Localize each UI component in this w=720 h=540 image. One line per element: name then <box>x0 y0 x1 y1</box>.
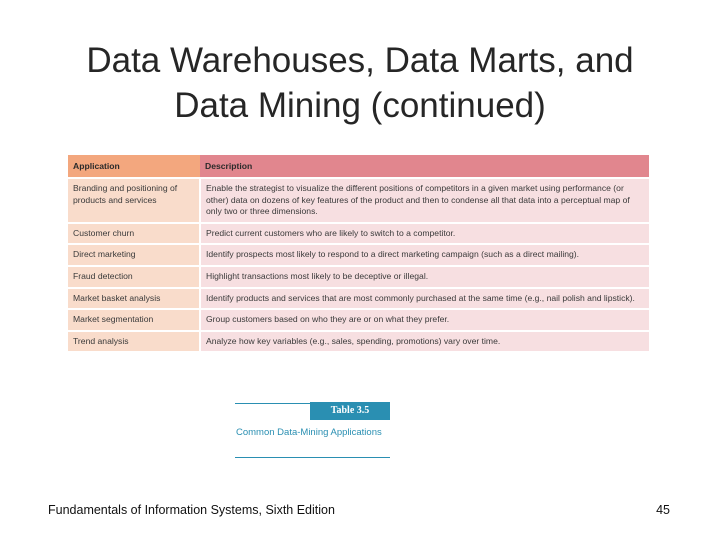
description-cell: Identify products and services that are … <box>200 286 649 310</box>
table-row: Market segmentation Group customers base… <box>68 308 649 331</box>
description-cell: Enable the strategist to visualize the d… <box>200 177 649 223</box>
caption-label: Table 3.5 <box>310 402 390 420</box>
application-cell: Market basket analysis <box>68 286 201 310</box>
slide-title: Data Warehouses, Data Marts, and Data Mi… <box>40 38 680 128</box>
description-cell: Analyze how key variables (e.g., sales, … <box>200 329 649 352</box>
table-row: Market basket analysis Identify products… <box>68 286 649 310</box>
table-row: Branding and positioning of products and… <box>68 177 649 223</box>
application-cell: Branding and positioning of products and… <box>68 177 201 223</box>
header-description: Description <box>200 155 649 178</box>
caption-divider-bottom <box>235 457 390 458</box>
table-caption: Table 3.5 Common Data-Mining Application… <box>235 402 390 458</box>
table-row: Trend analysis Analyze how key variables… <box>68 329 649 352</box>
application-cell: Market segmentation <box>68 308 201 331</box>
application-cell: Direct marketing <box>68 243 201 266</box>
table-row: Customer churn Predict current customers… <box>68 221 649 245</box>
slide-title-line-1: Data Warehouses, Data Marts, and <box>86 41 634 80</box>
table-row: Direct marketing Identify prospects most… <box>68 243 649 266</box>
caption-text: Common Data-Mining Applications <box>236 427 382 438</box>
description-cell: Group customers based on who they are or… <box>200 308 649 331</box>
table-header-row: Application Description <box>68 155 649 178</box>
slide-title-line-2: Data Mining (continued) <box>174 86 546 125</box>
description-cell: Highlight transactions most likely to be… <box>200 264 649 288</box>
footer-page-number: 45 <box>656 503 670 517</box>
description-cell: Predict current customers who are likely… <box>200 221 649 245</box>
application-cell: Customer churn <box>68 221 201 245</box>
table-row: Fraud detection Highlight transactions m… <box>68 264 649 288</box>
data-mining-table: Application Description Branding and pos… <box>68 155 649 352</box>
header-application: Application <box>68 155 200 178</box>
footer-book-title: Fundamentals of Information Systems, Six… <box>48 503 335 517</box>
application-cell: Trend analysis <box>68 329 201 352</box>
application-cell: Fraud detection <box>68 264 201 288</box>
description-cell: Identify prospects most likely to respon… <box>200 243 649 266</box>
